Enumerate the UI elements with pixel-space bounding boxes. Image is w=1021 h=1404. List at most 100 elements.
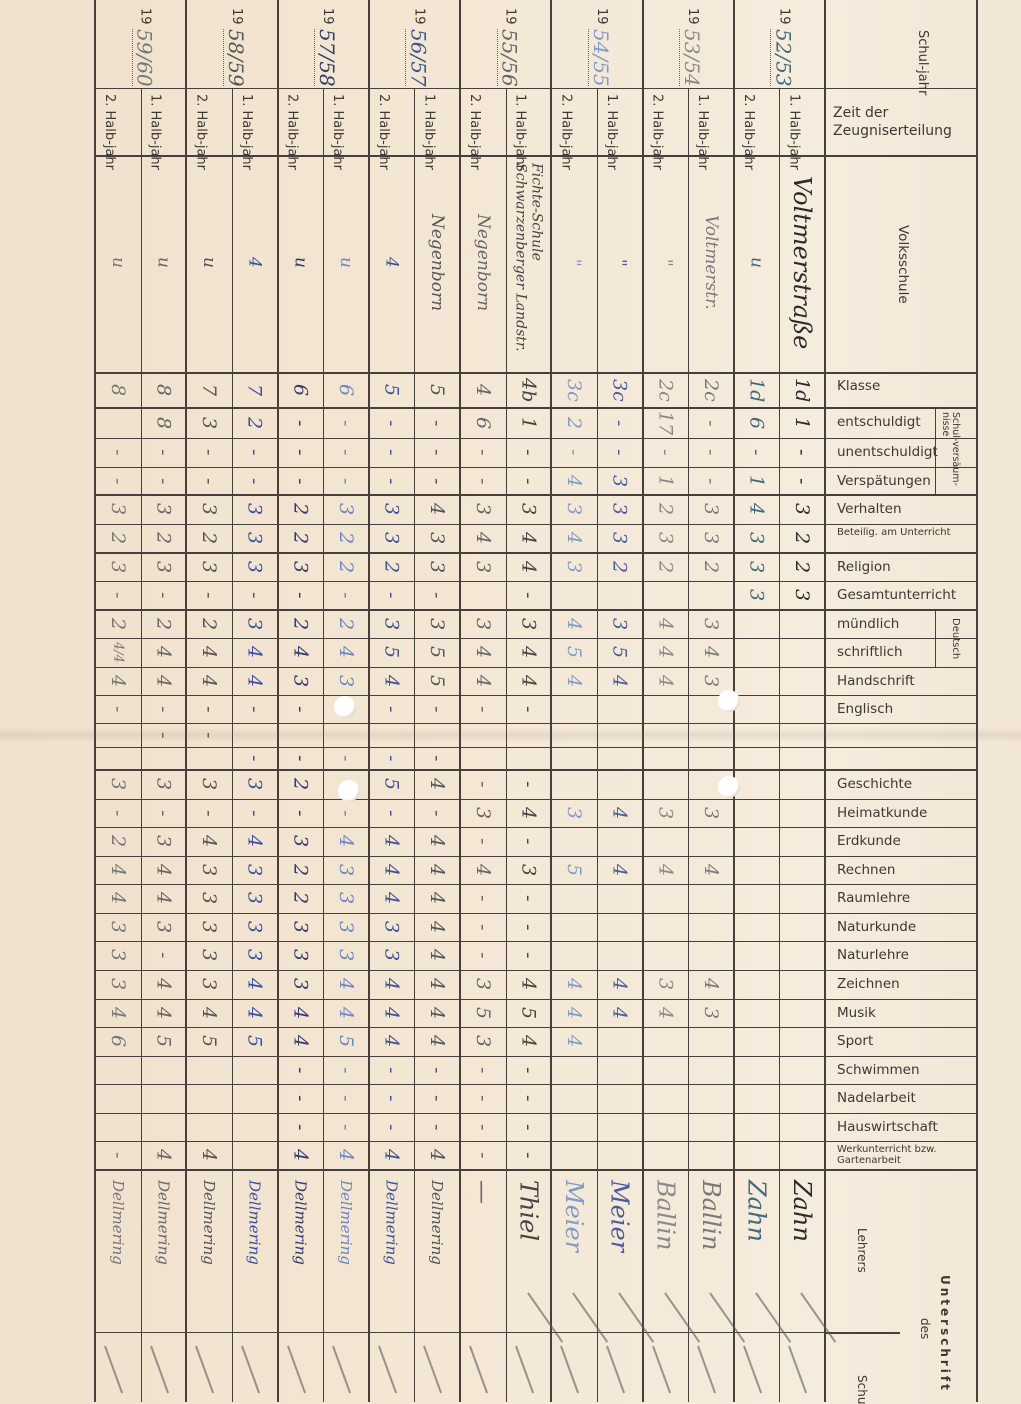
grade-cell — [734, 941, 780, 970]
grade-value: 4 — [289, 646, 312, 659]
grade-cell: - — [186, 799, 232, 827]
grade-cell — [95, 1113, 141, 1141]
grade-cell: 4 — [369, 667, 415, 695]
grade-value: 3 — [243, 503, 266, 516]
grade-value: 3 — [699, 806, 722, 820]
grade-value: - — [106, 477, 129, 485]
grade-cell: 3 — [506, 495, 552, 524]
signature-text: Meier — [605, 1180, 634, 1253]
grade-value: 4 — [563, 978, 586, 991]
grade-cell: 3 — [688, 667, 734, 695]
school-name: 4 — [381, 257, 402, 268]
grade-cell: 4 — [414, 827, 460, 856]
grade-cell: 5 — [186, 1027, 232, 1056]
school-name: " — [655, 258, 676, 267]
signature-text: Dellmering — [336, 1180, 355, 1265]
grade-value: 4 — [471, 532, 494, 545]
grade-value: - — [152, 477, 175, 485]
grade-value: 4 — [380, 674, 403, 688]
grade-value: - — [243, 755, 266, 762]
year-label: 19 53/54 — [679, 8, 705, 87]
grade-value: 5 — [380, 778, 403, 791]
grade-cell: 3c — [597, 372, 643, 408]
grade-cell — [779, 1027, 825, 1056]
school-entry: u — [186, 160, 232, 365]
grade-cell: 3 — [323, 913, 369, 941]
grade-cell: 3 — [551, 553, 597, 581]
signature-text: Dellmering — [428, 1180, 447, 1265]
grade-cell: 2 — [95, 524, 141, 553]
grade-cell — [232, 1141, 278, 1170]
grade-cell: 5 — [597, 638, 643, 667]
grade-value: - — [426, 1123, 449, 1131]
grid-line — [95, 1141, 976, 1142]
row-label: Handschrift — [837, 673, 915, 689]
grade-cell: 3 — [323, 856, 369, 884]
year-prefix: 19 — [776, 8, 792, 25]
grade-cell: - — [186, 695, 232, 723]
half-2-label: 2. Halb-jahr — [375, 94, 391, 170]
grade-cell: - — [232, 438, 278, 467]
school-entry: Voltmerstraße — [779, 160, 825, 365]
grade-cell: 3 — [779, 495, 825, 524]
grade-value: 3 — [745, 532, 768, 545]
grade-value: 5 — [517, 1006, 540, 1020]
signature-text: Meier — [560, 1180, 589, 1253]
grade-cell: 4 — [141, 638, 187, 667]
grade-cell: 3 — [460, 495, 506, 524]
school-name: u — [335, 257, 356, 268]
row-label: Musik — [837, 1005, 876, 1021]
year-label: 19 55/56 — [496, 8, 522, 87]
grade-value: 3 — [106, 560, 129, 574]
teacher-signature: Dellmering — [278, 1176, 324, 1326]
grade-value: 4 — [380, 978, 403, 991]
row-label: Religion — [837, 559, 891, 575]
principal-signature-scribble — [560, 1345, 580, 1394]
grade-cell — [597, 1027, 643, 1056]
grade-value: 4 — [243, 835, 266, 848]
grid-line — [94, 0, 96, 1402]
grid-line — [95, 827, 976, 828]
grade-cell: 4 — [643, 856, 689, 884]
grade-value: 4 — [563, 617, 586, 631]
grade-cell: 3 — [278, 970, 324, 999]
grade-value: 4 — [289, 1149, 312, 1162]
grade-value: - — [471, 1152, 494, 1159]
grade-cell: 3 — [141, 913, 187, 941]
grade-cell: 3 — [414, 610, 460, 638]
grade-value: - — [289, 705, 312, 713]
grade-value: 4 — [243, 674, 266, 688]
grade-cell: 4 — [597, 856, 643, 884]
half-1-label: 1. Halb-jahr — [786, 94, 802, 170]
teacher-signature: Meier — [597, 1176, 643, 1326]
grid-line — [976, 0, 978, 1402]
school-name: u — [107, 257, 128, 268]
grade-value: 4 — [608, 1006, 631, 1020]
grade-cell — [551, 770, 597, 799]
grade-value: - — [243, 449, 266, 456]
grade-cell: 4 — [414, 1141, 460, 1170]
grade-cell: 4 — [369, 884, 415, 913]
grade-cell: - — [460, 1084, 506, 1113]
grid-line — [779, 88, 781, 1402]
grade-cell — [141, 1056, 187, 1084]
grade-value: 3 — [471, 503, 494, 516]
grade-cell: 3 — [95, 495, 141, 524]
grade-value: - — [243, 477, 266, 485]
grade-cell: 3 — [460, 553, 506, 581]
grade-cell: 2 — [278, 495, 324, 524]
grid-line — [95, 1169, 976, 1171]
grade-cell — [141, 1084, 187, 1113]
grade-value: 4 — [654, 863, 677, 877]
grade-value: - — [426, 449, 449, 456]
grade-value: 4 — [563, 1006, 586, 1020]
teacher-signature: Zahn — [734, 1176, 780, 1326]
grade-cell: - — [369, 467, 415, 495]
grade-value: - — [517, 1066, 540, 1074]
paper-fold — [0, 728, 1021, 742]
grade-cell: 3 — [369, 610, 415, 638]
grade-cell: 3 — [186, 970, 232, 999]
grade-cell: 4 — [278, 638, 324, 667]
grade-value: 2 — [289, 863, 312, 877]
grade-cell: 6 — [95, 1027, 141, 1056]
